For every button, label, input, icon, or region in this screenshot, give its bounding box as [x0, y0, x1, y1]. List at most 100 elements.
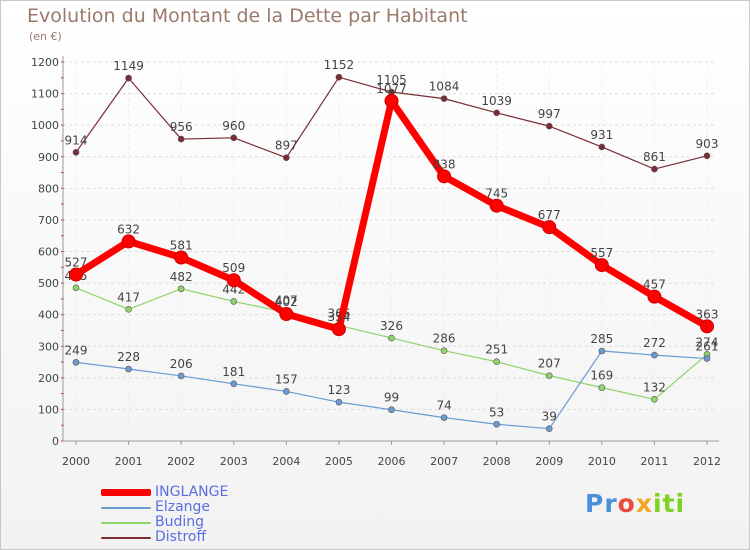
- legend-swatch-elzange: [101, 507, 151, 509]
- data-point-elzange: [388, 406, 395, 414]
- data-point-buding: [125, 305, 132, 313]
- chart-title: Evolution du Montant de la Dette par Hab…: [27, 5, 468, 27]
- data-point-buding: [230, 298, 238, 305]
- data-point-elzange: [125, 365, 132, 373]
- legend-label-inglange: INGLANGE: [155, 484, 229, 500]
- data-point-inglange: [331, 322, 346, 337]
- y-tick-label: 1100: [31, 88, 59, 101]
- data-label-elzange: 74: [436, 399, 451, 413]
- data-label-elzange: 53: [489, 405, 504, 419]
- data-point-elzange: [703, 355, 711, 362]
- x-tick-label: 2004: [272, 455, 300, 468]
- legend-item-elzange: Elzange: [101, 500, 331, 515]
- data-point-buding: [72, 284, 80, 292]
- data-label-inglange: 527: [65, 256, 88, 270]
- data-label-elzange: 249: [65, 343, 88, 357]
- x-tick-label: 2009: [535, 455, 563, 468]
- legend-item-inglange: INGLANGE: [101, 485, 331, 500]
- y-tick-label: 1000: [31, 119, 59, 132]
- data-label-elzange: 99: [384, 391, 399, 405]
- proxiti-logo: Proxiti: [585, 489, 686, 518]
- y-tick-label: 100: [38, 403, 59, 416]
- data-point-distroff: [283, 154, 290, 161]
- data-label-buding: 407: [275, 293, 298, 307]
- data-label-distroff: 956: [170, 120, 193, 134]
- legend-label-distroff: Distroff: [155, 529, 207, 545]
- y-tick-label: 1200: [31, 56, 59, 69]
- data-label-buding: 169: [590, 369, 613, 383]
- x-tick-label: 2006: [378, 455, 406, 468]
- data-point-distroff: [651, 165, 658, 173]
- data-label-buding: 417: [117, 290, 140, 304]
- data-point-distroff: [703, 152, 711, 160]
- x-tick-label: 2005: [325, 455, 353, 468]
- data-label-inglange: 363: [696, 307, 719, 321]
- data-point-inglange: [489, 198, 504, 213]
- legend-label-buding: Buding: [155, 514, 205, 530]
- chart-legend: INGLANGE Elzange Buding Distroff: [101, 485, 331, 545]
- data-label-distroff: 1039: [481, 94, 512, 108]
- data-point-inglange: [594, 258, 609, 273]
- data-point-elzange: [72, 359, 80, 366]
- data-label-elzange: 285: [590, 332, 613, 346]
- y-tick-label: 600: [38, 246, 59, 259]
- data-label-distroff: 914: [65, 133, 88, 147]
- data-label-inglange: 557: [590, 246, 613, 260]
- data-label-buding: 274: [696, 335, 719, 349]
- data-point-buding: [493, 358, 500, 366]
- x-tick-label: 2003: [220, 455, 248, 468]
- data-label-elzange: 261: [696, 340, 719, 354]
- x-tick-label: 2007: [430, 455, 458, 468]
- data-point-elzange: [493, 420, 500, 428]
- x-tick-label: 2012: [693, 455, 721, 468]
- data-label-inglange: 745: [485, 187, 508, 201]
- data-label-inglange: 677: [538, 208, 561, 222]
- data-label-inglange: 457: [643, 278, 666, 292]
- x-tick-label: 2011: [640, 455, 668, 468]
- data-label-distroff: 897: [275, 139, 298, 153]
- data-label-elzange: 123: [327, 383, 350, 397]
- data-point-inglange: [174, 250, 189, 265]
- data-point-elzange: [598, 347, 606, 355]
- data-point-elzange: [177, 372, 185, 380]
- data-point-elzange: [230, 380, 238, 388]
- data-label-inglange: 632: [117, 222, 140, 236]
- y-tick-label: 200: [38, 372, 59, 385]
- data-point-elzange: [545, 425, 553, 432]
- data-point-inglange: [226, 273, 241, 288]
- data-label-buding: 132: [643, 380, 666, 394]
- data-label-elzange: 228: [117, 350, 140, 364]
- data-point-elzange: [335, 398, 343, 406]
- x-tick-label: 2008: [483, 455, 511, 468]
- data-point-distroff: [230, 134, 238, 142]
- data-point-inglange: [69, 267, 83, 282]
- data-label-elzange: 181: [222, 365, 245, 379]
- legend-label-elzange: Elzange: [155, 499, 211, 515]
- data-point-distroff: [335, 73, 343, 81]
- y-tick-label: 300: [38, 340, 59, 353]
- data-label-buding: 326: [380, 319, 403, 333]
- data-label-distroff: 1152: [324, 58, 355, 72]
- data-label-distroff: 903: [696, 137, 719, 151]
- data-label-buding: 286: [433, 332, 456, 346]
- data-label-distroff: 960: [222, 119, 245, 133]
- data-point-buding: [440, 347, 448, 354]
- data-label-inglange: 402: [275, 295, 298, 309]
- data-point-inglange: [121, 234, 136, 249]
- legend-item-buding: Buding: [101, 515, 331, 530]
- data-point-elzange: [440, 414, 448, 421]
- x-tick-label: 2010: [588, 455, 616, 468]
- data-point-buding: [651, 396, 658, 403]
- data-point-inglange: [647, 289, 662, 304]
- legend-swatch-inglange: [101, 489, 151, 496]
- y-tick-label: 500: [38, 277, 59, 290]
- data-point-buding: [388, 334, 395, 342]
- data-point-distroff: [545, 122, 553, 130]
- data-point-elzange: [283, 388, 290, 395]
- data-point-inglange: [437, 169, 452, 184]
- data-label-inglange: 838: [433, 157, 456, 171]
- data-label-inglange: 354: [327, 310, 350, 324]
- x-tick-label: 2001: [115, 455, 143, 468]
